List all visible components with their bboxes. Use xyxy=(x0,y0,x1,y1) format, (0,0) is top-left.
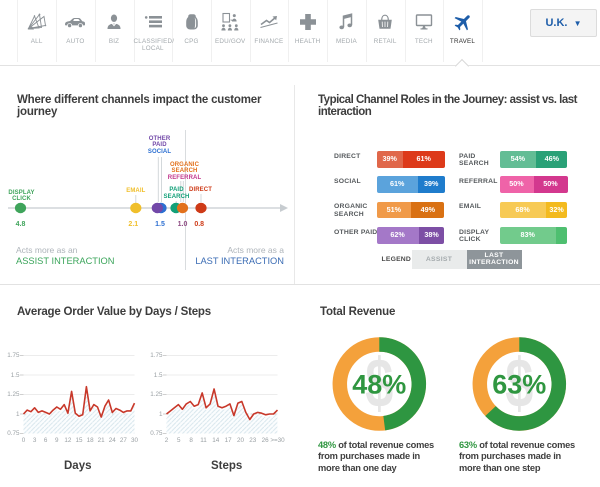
svg-text:$: $ xyxy=(505,344,533,422)
svg-text:48%: 48% xyxy=(352,370,406,400)
svg-text:63%: 63% xyxy=(492,370,546,400)
svg-text:$: $ xyxy=(365,344,393,422)
